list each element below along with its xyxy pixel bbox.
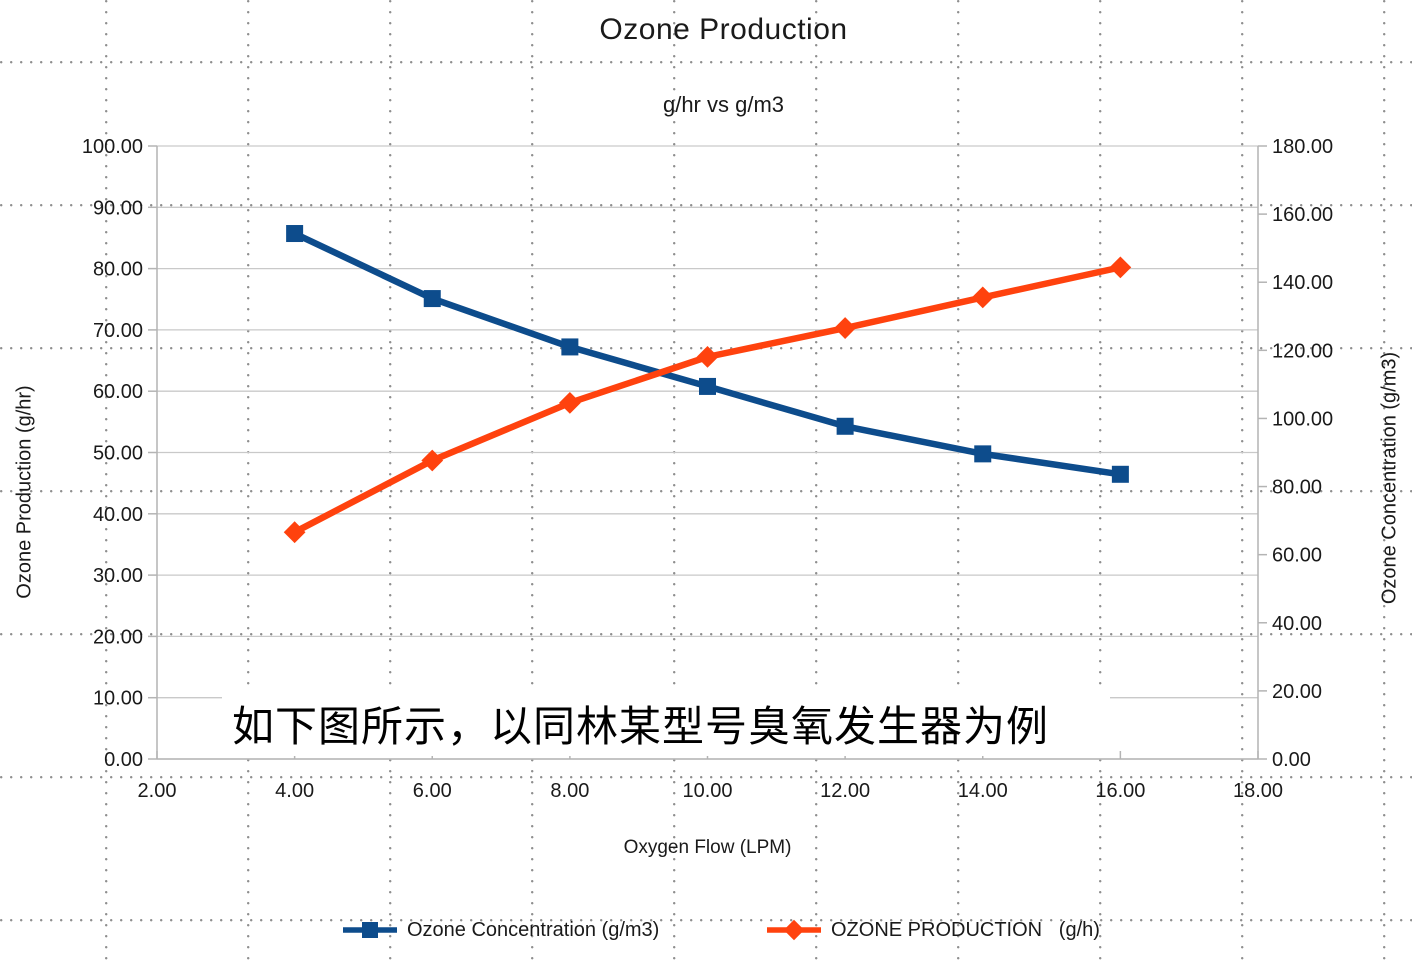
svg-text:160.00: 160.00 — [1272, 204, 1333, 226]
chart-subtitle: g/hr vs g/m3 — [662, 92, 785, 117]
svg-text:50.00: 50.00 — [93, 443, 143, 465]
svg-text:8.00: 8.00 — [550, 780, 589, 802]
svg-text:10.00: 10.00 — [682, 780, 732, 802]
svg-text:30.00: 30.00 — [93, 565, 143, 587]
data-series — [283, 225, 1132, 544]
gridlines — [157, 145, 1258, 760]
chart-title: Ozone Production — [599, 13, 848, 46]
svg-text:0.00: 0.00 — [1272, 749, 1311, 771]
legend-marker-square-icon — [343, 922, 397, 938]
svg-text:60.00: 60.00 — [1272, 545, 1322, 567]
svg-text:70.00: 70.00 — [93, 320, 143, 342]
legend-item-concentration: Ozone Concentration (g/m3) — [343, 914, 659, 946]
svg-text:0.00: 0.00 — [104, 749, 143, 771]
x-axis-title: Oxygen Flow (LPM) — [623, 837, 792, 858]
tick-labels: 0.00 10.00 20.00 30.00 40.00 50.00 60.00 70.00 8… — [82, 136, 1333, 802]
annotation-text: 如下图所示，以同林某型号臭氧发生器为例 — [222, 690, 1110, 756]
svg-text:18.00: 18.00 — [1233, 780, 1283, 802]
svg-text:100.00: 100.00 — [1272, 408, 1333, 430]
svg-text:140.00: 140.00 — [1272, 272, 1333, 294]
svg-text:2.00: 2.00 — [138, 780, 177, 802]
svg-text:180.00: 180.00 — [1272, 136, 1333, 158]
svg-text:80.00: 80.00 — [93, 259, 143, 281]
svg-text:12.00: 12.00 — [820, 780, 870, 802]
svg-text:40.00: 40.00 — [93, 504, 143, 526]
svg-text:40.00: 40.00 — [1272, 613, 1322, 635]
svg-text:100.00: 100.00 — [82, 136, 143, 158]
chart-legend: Ozone Concentration (g/m3) OZONE PRODUCT… — [0, 914, 1412, 946]
svg-text:14.00: 14.00 — [958, 780, 1008, 802]
svg-text:6.00: 6.00 — [413, 780, 452, 802]
legend-label: OZONE PRODUCTION (g/h) — [831, 918, 1100, 941]
right-y-axis-title: Ozone Concentration (g/m3) — [1378, 351, 1401, 605]
svg-text:90.00: 90.00 — [93, 197, 143, 219]
legend-marker-diamond-icon — [767, 919, 821, 941]
svg-text:10.00: 10.00 — [93, 688, 143, 710]
svg-text:120.00: 120.00 — [1272, 340, 1333, 362]
svg-text:60.00: 60.00 — [93, 381, 143, 403]
svg-text:20.00: 20.00 — [93, 626, 143, 648]
svg-text:16.00: 16.00 — [1095, 780, 1145, 802]
svg-text:80.00: 80.00 — [1272, 477, 1322, 499]
tick-marks — [148, 145, 1267, 760]
svg-text:4.00: 4.00 — [275, 780, 314, 802]
legend-item-production: OZONE PRODUCTION (g/h) — [767, 914, 1100, 946]
svg-text:20.00: 20.00 — [1272, 681, 1322, 703]
legend-label: Ozone Concentration (g/m3) — [407, 918, 660, 941]
left-y-axis-title: Ozone Production (g/hr) — [13, 385, 36, 599]
